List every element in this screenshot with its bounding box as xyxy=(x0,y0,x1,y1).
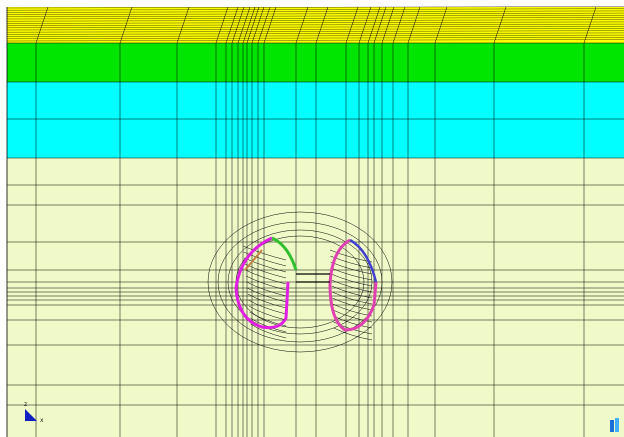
mesh-line xyxy=(242,6,256,44)
soil-layer-second-layer xyxy=(7,43,624,82)
mesh-line xyxy=(6,34,624,37)
mesh-line xyxy=(583,6,597,44)
mesh-line xyxy=(373,6,387,44)
mesh-line xyxy=(6,30,624,33)
mesh-ring xyxy=(227,229,373,335)
mesh-line xyxy=(247,293,287,309)
mesh-line xyxy=(246,281,287,297)
mesh-line xyxy=(6,10,624,13)
mesh-line xyxy=(6,37,624,39)
mesh-line xyxy=(332,297,373,311)
mesh-line xyxy=(231,6,245,44)
mesh-line xyxy=(242,245,287,261)
mesh-line xyxy=(6,21,624,24)
mesh-line xyxy=(6,19,624,22)
mesh-line xyxy=(6,39,624,42)
mesh-line xyxy=(295,6,309,44)
mesh-line xyxy=(6,26,624,28)
app-logo-icon xyxy=(610,418,619,432)
mesh-line xyxy=(315,6,329,44)
mesh-line xyxy=(225,6,239,44)
mesh-ring xyxy=(217,221,383,343)
mesh-line xyxy=(250,317,287,333)
mesh-line xyxy=(247,287,287,303)
mesh-line xyxy=(6,32,624,35)
mesh-ring xyxy=(207,211,393,353)
mesh-line xyxy=(392,6,406,44)
mesh-line xyxy=(6,17,624,20)
right-tunnel-crown xyxy=(349,238,378,283)
mesh-line xyxy=(6,6,624,9)
mesh-line xyxy=(243,251,287,267)
mesh-line xyxy=(330,255,373,269)
mesh-line xyxy=(331,279,373,293)
mesh-line xyxy=(331,285,373,299)
tunnel-mesh xyxy=(207,211,393,353)
axis-triad-icon xyxy=(25,409,37,421)
mesh-line xyxy=(248,305,287,321)
mesh-line xyxy=(263,6,277,44)
mesh-line xyxy=(345,6,359,44)
mesh-grid xyxy=(6,6,624,437)
soil-layer-third-layer xyxy=(7,82,624,158)
left-tunnel-crown xyxy=(271,236,298,271)
mesh-line xyxy=(35,6,49,44)
mesh-line xyxy=(367,6,381,44)
mesh-line xyxy=(248,299,287,315)
mesh-line xyxy=(493,6,507,44)
mesh-line xyxy=(6,15,624,17)
mesh-line xyxy=(237,6,251,44)
mesh-line xyxy=(358,6,372,44)
mesh-line xyxy=(250,323,287,339)
mesh-line xyxy=(331,291,373,305)
mesh-line xyxy=(245,275,287,291)
mesh-line xyxy=(246,6,260,44)
mesh-line xyxy=(330,267,373,281)
mesh-line xyxy=(6,12,624,15)
mesh-line xyxy=(434,6,448,44)
axis-triad: z x xyxy=(24,401,44,424)
mesh-line xyxy=(6,8,624,11)
mesh-line xyxy=(215,6,229,44)
mesh-line xyxy=(119,6,133,44)
mesh-line xyxy=(6,28,624,31)
soil-layers xyxy=(7,7,624,437)
mesh-line xyxy=(333,327,373,341)
left-tunnel-lining xyxy=(234,236,290,330)
right-tunnel-lining xyxy=(328,238,378,332)
mesh-line xyxy=(176,6,190,44)
mesh-line xyxy=(381,6,395,44)
mesh-line xyxy=(407,6,421,44)
mesh-line xyxy=(245,269,287,285)
mesh-line xyxy=(331,273,373,287)
mesh-line xyxy=(257,6,271,44)
mesh-line xyxy=(332,309,373,323)
left-tunnel-invert xyxy=(244,249,263,271)
axis-x-label: x xyxy=(40,417,44,424)
soil-layer-bottom-layer xyxy=(7,158,624,437)
axis-z-label: z xyxy=(24,401,27,408)
mesh-line xyxy=(251,6,265,44)
mesh-line xyxy=(6,23,624,26)
